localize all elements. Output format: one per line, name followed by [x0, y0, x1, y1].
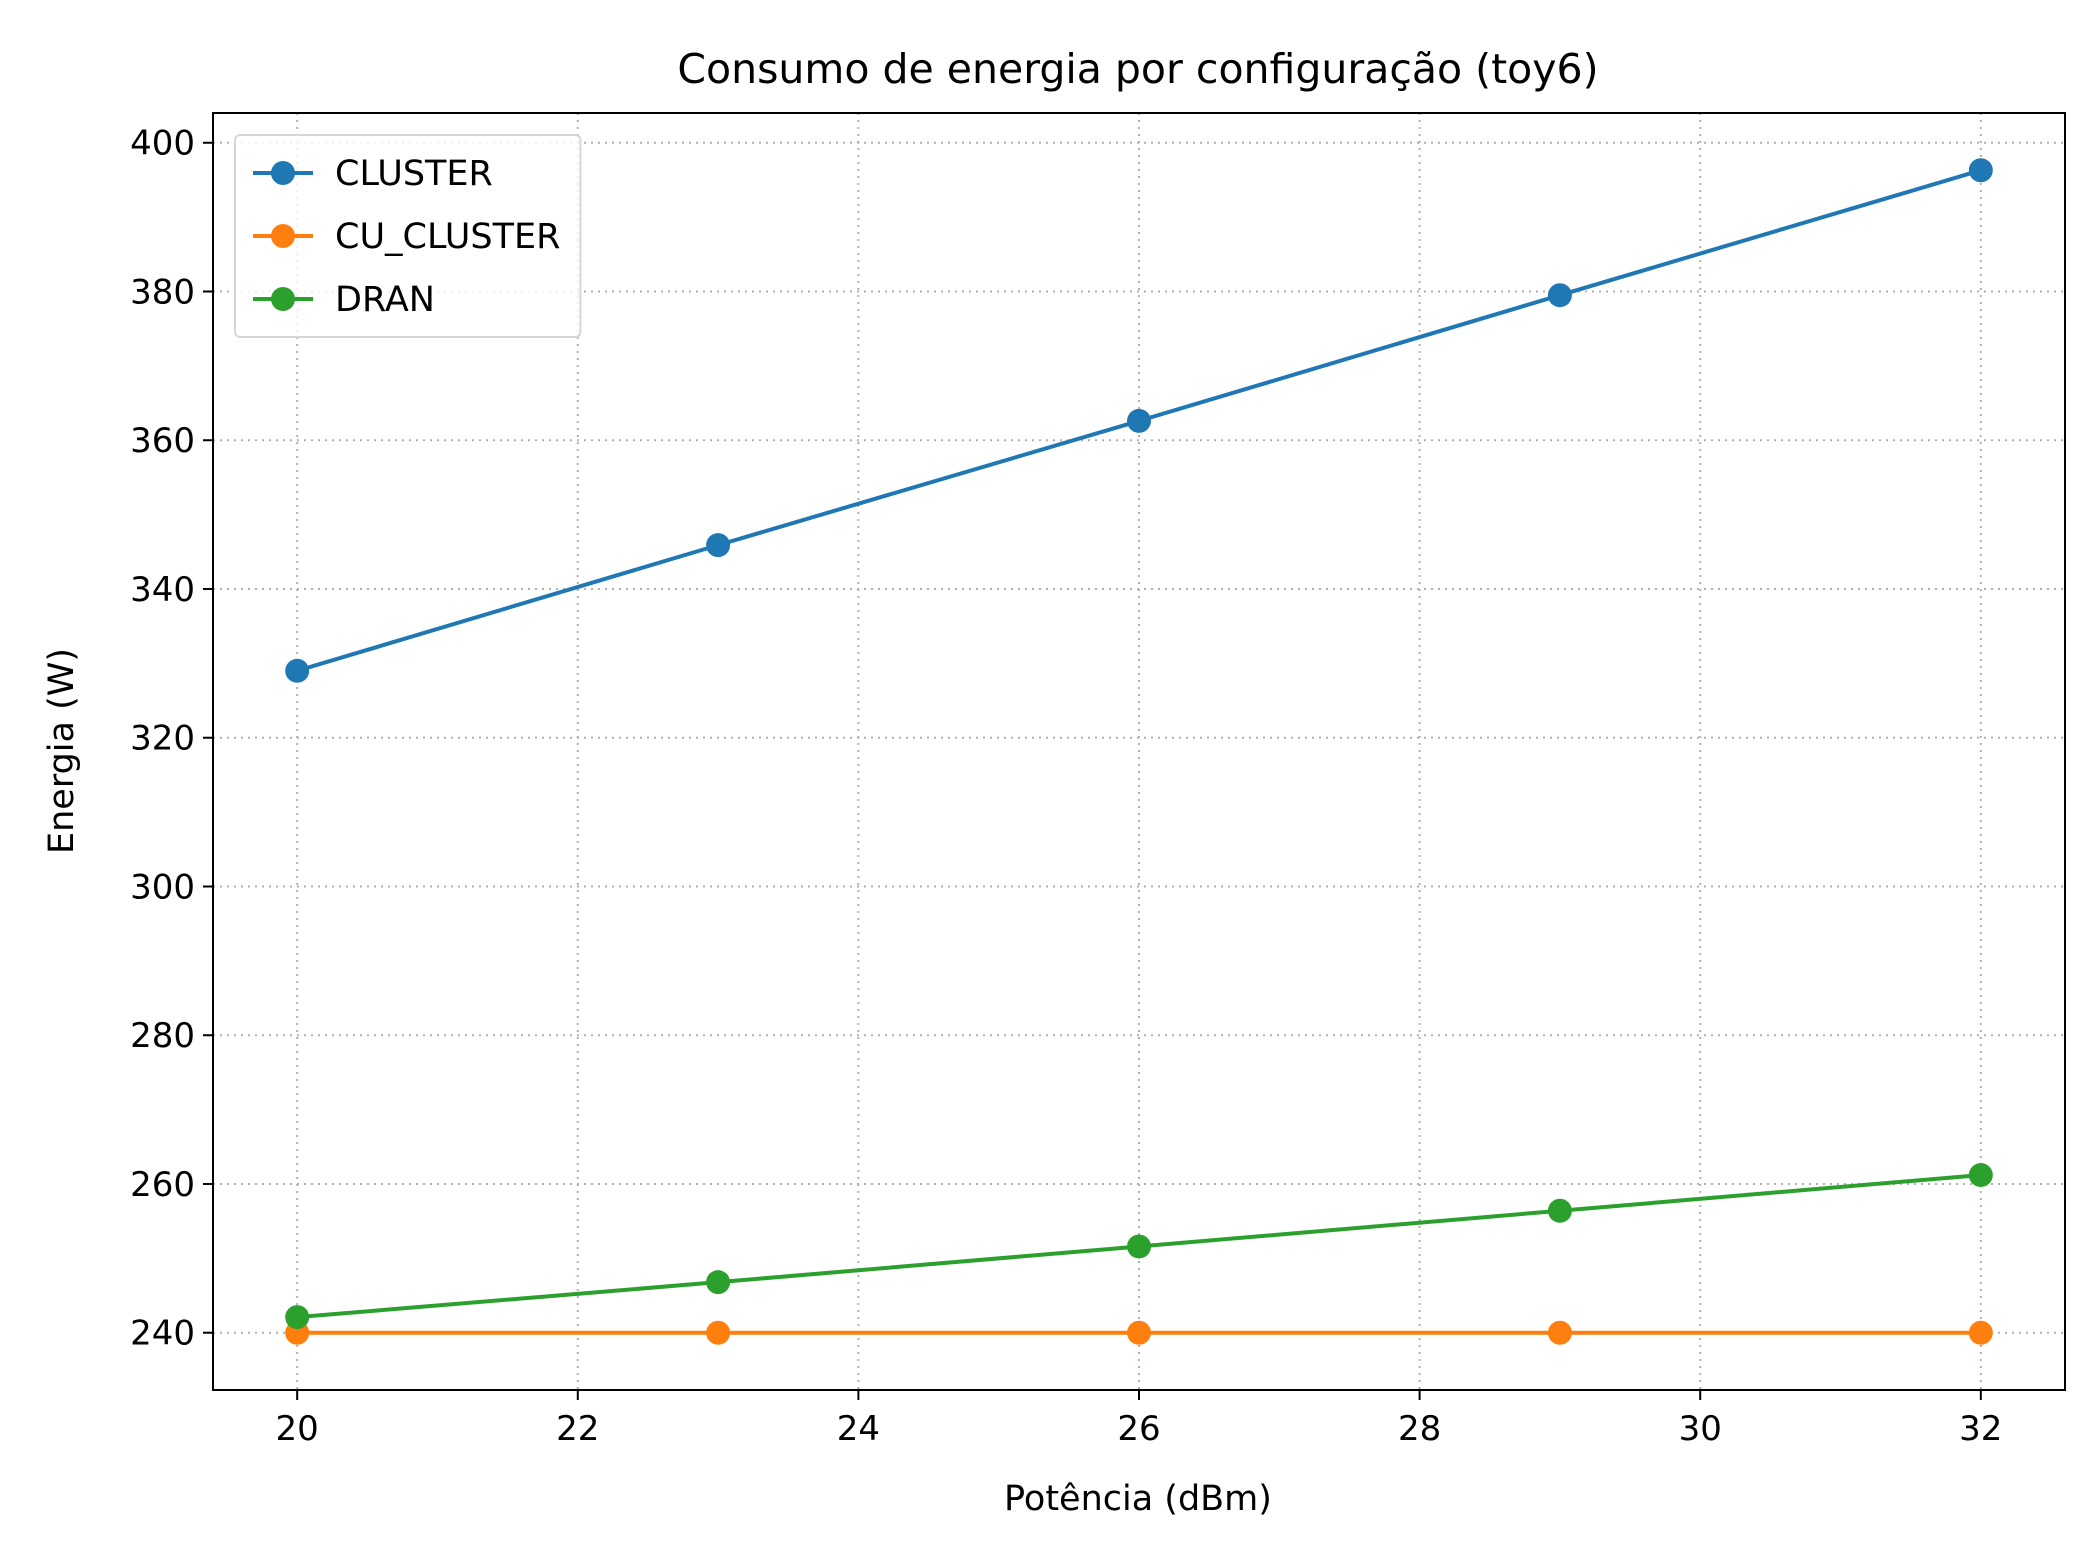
data-point-cu-cluster: [1127, 1320, 1151, 1345]
series-dran: [285, 1163, 1993, 1330]
y-tick-label: 340: [130, 570, 195, 610]
y-tick-label: 280: [130, 1016, 195, 1056]
series-cluster: [285, 158, 1993, 683]
chart-title: Consumo de energia por configuração (toy…: [677, 45, 1598, 93]
y-tick-label: 320: [130, 719, 195, 759]
data-point-cluster: [1127, 408, 1151, 433]
y-tick-label: 380: [130, 272, 195, 312]
y-axis: 240 260 280 300 320 340 360 380 400: [130, 124, 213, 1354]
data-point-dran: [285, 1305, 310, 1330]
legend-swatch-marker-cu-cluster: [271, 224, 295, 248]
data-point-cu-cluster: [1547, 1320, 1572, 1345]
y-tick-label: 300: [130, 867, 195, 907]
y-tick-label: 240: [130, 1314, 195, 1354]
legend-swatch-marker-dran: [271, 287, 295, 311]
legend: CLUSTER CU_CLUSTER DRAN: [234, 134, 582, 338]
data-point-cu-cluster: [1968, 1320, 1993, 1345]
y-tick-label: 360: [130, 421, 195, 461]
data-point-cluster: [706, 533, 731, 558]
y-tick-label: 400: [130, 124, 195, 164]
x-tick-label: 26: [1117, 1409, 1160, 1449]
legend-swatch-marker-cluster: [271, 161, 295, 185]
data-point-cluster: [1968, 158, 1993, 183]
x-axis: 20 22 24 26 28 30 32: [276, 1390, 2002, 1449]
legend-label-cluster: CLUSTER: [335, 154, 493, 194]
legend-label-dran: DRAN: [335, 280, 435, 320]
x-tick-label: 24: [837, 1409, 880, 1449]
x-tick-label: 28: [1398, 1409, 1441, 1449]
y-tick-label: 260: [130, 1165, 195, 1205]
x-tick-label: 22: [556, 1409, 599, 1449]
data-point-cluster: [285, 658, 310, 683]
y-axis-label: Energia (W): [42, 648, 82, 854]
x-tick-label: 32: [1959, 1409, 2002, 1449]
data-point-dran: [1547, 1198, 1572, 1223]
series-layer: [285, 158, 1993, 1345]
data-point-dran: [1127, 1234, 1151, 1259]
data-point-dran: [706, 1270, 731, 1295]
series-cu-cluster: [285, 1320, 1993, 1345]
legend-box: [234, 134, 582, 338]
x-tick-label: 30: [1679, 1409, 1722, 1449]
x-tick-label: 20: [276, 1409, 319, 1449]
legend-label-cu-cluster: CU_CLUSTER: [335, 217, 560, 257]
x-axis-label: Potência (dBm): [1004, 1479, 1272, 1519]
data-point-cu-cluster: [706, 1320, 731, 1345]
data-point-cluster: [1547, 283, 1572, 308]
data-point-dran: [1968, 1163, 1993, 1188]
